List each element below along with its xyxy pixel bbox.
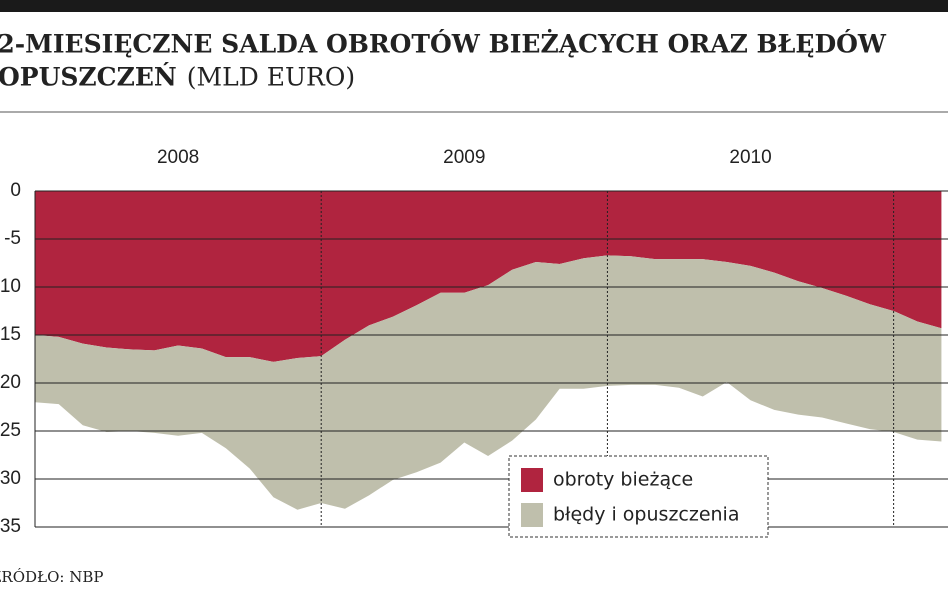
y-tick-label: -10 (0, 276, 21, 297)
x-tick-label: 2008 (157, 147, 199, 168)
y-tick-label: -25 (0, 420, 21, 441)
legend-box (508, 455, 769, 538)
source: ŹRÓDŁO: NBP (0, 568, 103, 586)
top-bar (0, 0, 948, 12)
legend-swatch (521, 468, 543, 492)
chart-subtitle: (MLD EURO) (187, 63, 355, 92)
legend-label: obroty bieżące (553, 469, 693, 491)
chart-title: 12-MIESIĘCZNE SALDA OBROTÓW BIEŻĄCYCH OR… (0, 30, 887, 59)
x-tick-label: 2010 (729, 147, 771, 168)
chart-title: OPUSZCZEŃ (0, 63, 177, 92)
area (35, 191, 942, 362)
legend-swatch (521, 503, 543, 527)
y-tick-label: -30 (0, 468, 21, 489)
y-tick-label: -5 (4, 228, 21, 249)
y-tick-label: -20 (0, 372, 21, 393)
y-tick-label: -35 (0, 516, 21, 537)
y-tick-label: 0 (10, 180, 21, 201)
legend-label: błędy i opuszczenia (553, 504, 739, 526)
y-tick-label: -15 (0, 324, 21, 345)
x-tick-label: 2009 (443, 147, 485, 168)
